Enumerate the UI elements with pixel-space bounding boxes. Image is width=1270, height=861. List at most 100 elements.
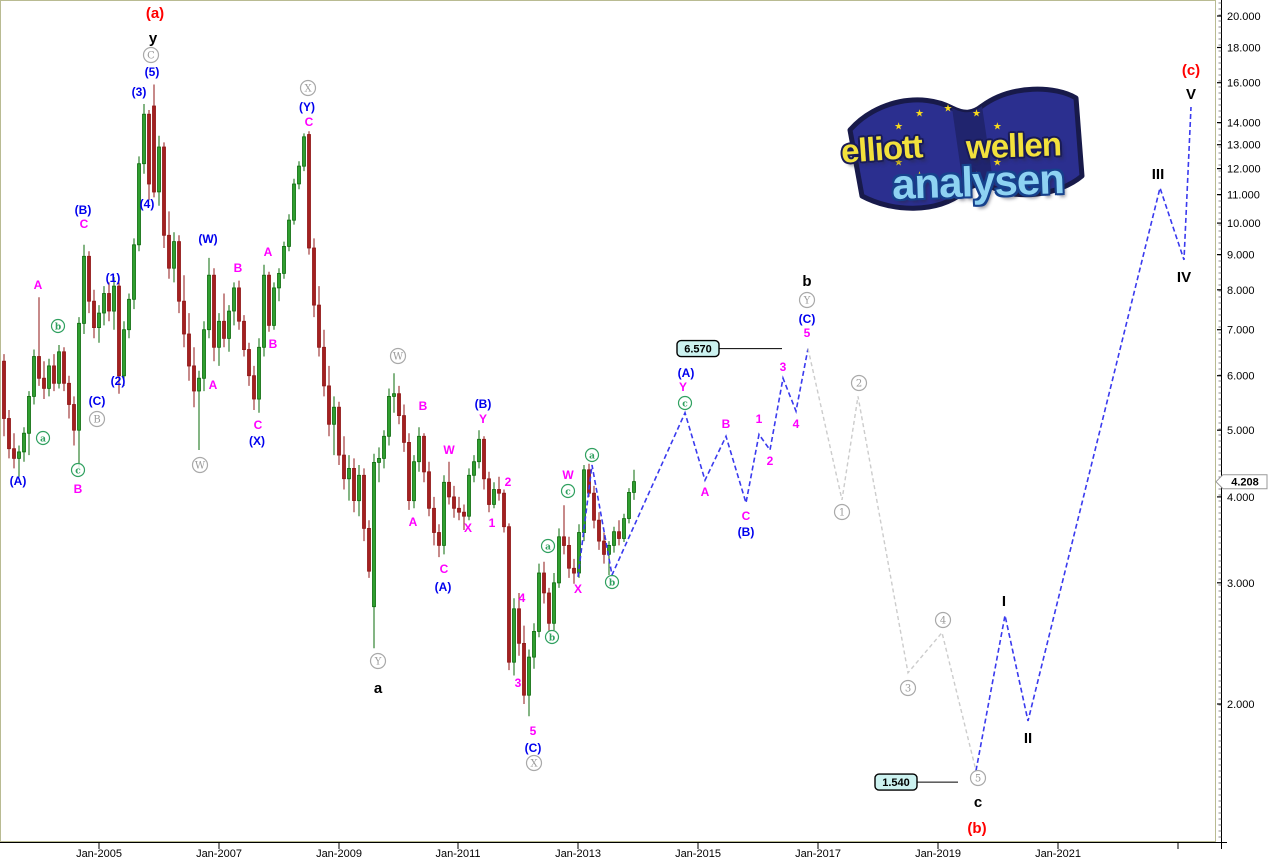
wave-projection-grey-impulse-down [807,348,977,771]
wave-label: X [574,582,582,596]
candle-body [167,234,171,269]
candle-body [472,461,476,476]
wave-label: A [34,278,43,292]
candle-body [12,448,16,459]
wave-label: a [589,451,595,461]
price-axis[interactable]: 20.000 18.000 16.000 14.000 13.000 12.000 11.0… [1215,0,1270,861]
candle-body [352,467,356,501]
circled-wave-label [88,410,106,428]
wave-label: 1 [756,412,763,426]
candle-body [97,312,101,329]
candle-body [422,435,426,473]
candle-body [302,136,306,167]
candle-body [342,454,346,480]
wave-label: 4 [519,591,526,605]
candle-body [287,219,291,247]
candle-body [367,528,371,572]
candle-body [427,471,431,509]
candle-body [172,241,176,269]
candle-body [62,351,66,384]
candle-body [527,656,531,696]
candle-body [627,491,631,519]
candle-body [37,356,41,379]
candle-body [482,438,486,480]
circled-wave-label [299,79,317,97]
candle-body [162,146,166,236]
candle-body [447,481,451,498]
candle-body [7,418,11,450]
wave-label: 5 [804,326,811,340]
candle-body [77,322,81,431]
wave-label: c [565,487,571,497]
wave-label: (X) [249,434,265,448]
wave-label: (2) [111,374,126,388]
price-axis-label: 10.000 [1227,218,1261,230]
wave-projection-blue-abc-up [577,348,809,578]
wave-label: c [974,794,982,811]
candle-body [572,567,576,574]
candle-body [437,532,441,546]
wave-label: b [549,633,555,643]
wave-label: W [562,468,574,482]
price-axis-label: 20.000 [1227,11,1261,23]
wave-label: (B) [738,525,755,539]
wave-label: X [530,758,538,769]
wave-label: IV [1177,269,1191,286]
wave-projection-blue-c-up [975,106,1192,771]
candle-body [32,356,36,397]
candle-body [87,255,91,302]
wave-label: (a) [146,5,164,22]
wave-label: (B) [75,203,92,217]
price-callout-6.570[interactable]: 6.570 [676,339,782,358]
wave-label: 2 [856,378,862,389]
circled-wave-label [833,503,851,521]
candle-body [147,113,151,185]
candle-body [457,507,461,513]
candle-body [347,467,351,480]
price-axis-label: 12.000 [1227,164,1261,176]
wave-label: b [55,322,61,332]
circled-wave-label [525,754,543,772]
candle-body [182,300,186,335]
wave-label: C [305,115,314,129]
callout-price-label: 1.540 [882,777,910,789]
wave-label: X [464,521,472,535]
candle-body [462,511,466,517]
wave-label: Y [679,380,687,394]
current-price-tag-shape [1215,474,1268,490]
price-axis-label: 4.000 [1227,492,1255,504]
wave-label: 1 [489,516,496,530]
time-axis-label: Jan-2009 [316,848,362,860]
wave-label: a [374,680,383,697]
price-axis-label: 13.000 [1227,140,1261,152]
candle-body [257,346,261,400]
wave-label: B [234,261,243,275]
wave-label: C [742,509,751,523]
candle-body [292,183,296,221]
candle-body [357,474,361,502]
candle-body [467,474,471,517]
callout-box [874,773,918,791]
wave-label: C [254,418,263,432]
wave-label: Y [803,295,811,306]
candle-body [57,351,61,384]
candle-body [132,244,136,300]
wave-label: B [419,399,428,413]
candle-body [277,272,281,289]
wave-label: 5 [975,773,981,784]
wave-label: C [147,50,155,61]
wave-label: V [1186,86,1196,103]
wave-label: 2 [767,454,774,468]
wave-label: 2 [505,475,512,489]
circled-wave-label [540,538,556,554]
wave-label: 3 [515,676,522,690]
time-axis[interactable]: Jan-2005 Jan-2007 Jan-2009 Jan-2011 Jan-2013… [0,842,1227,861]
candle-body [187,333,191,367]
time-axis-label: Jan-2007 [196,848,242,860]
price-callout-1.540[interactable]: 1.540 [874,773,958,791]
wave-label: X [304,83,312,94]
candle-body [512,608,516,663]
candle-body [477,438,481,463]
